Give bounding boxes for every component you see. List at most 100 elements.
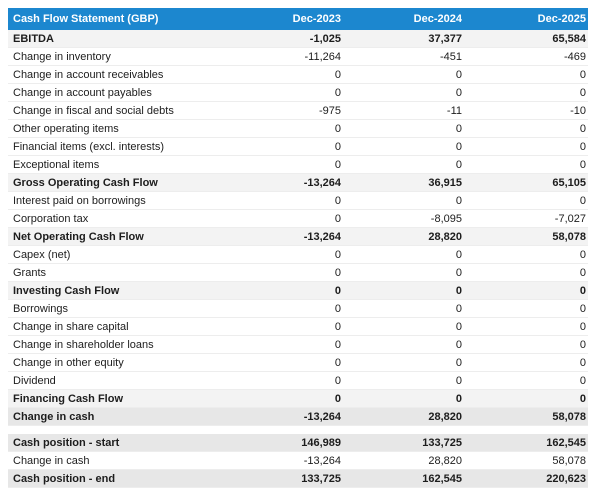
row-label: Net Operating Cash Flow <box>8 227 222 246</box>
cell-value: 0 <box>464 137 588 156</box>
cell-value: 0 <box>343 137 464 156</box>
table-row: Change in share capital 0 0 0 <box>8 317 588 336</box>
row-label: Other operating items <box>8 119 222 138</box>
table-body: EBITDA -1,025 37,377 65,584 Change in invent… <box>8 30 588 488</box>
table-row: Interest paid on borrowings 0 0 0 <box>8 191 588 210</box>
row-label: Change in share capital <box>8 317 222 336</box>
row-label: Corporation tax <box>8 209 222 228</box>
table-row: Change in fiscal and social debts -975 -11… <box>8 101 588 120</box>
cell-value: 28,820 <box>343 227 464 246</box>
cell-value: 0 <box>464 65 588 84</box>
cell-value: 37,377 <box>343 30 464 48</box>
table-row: Exceptional items 0 0 0 <box>8 155 588 174</box>
row-label: Change in other equity <box>8 353 222 372</box>
cell-value: 162,545 <box>343 469 464 488</box>
cell-value: -975 <box>222 101 343 120</box>
cell-value: 0 <box>222 155 343 174</box>
row-label: Borrowings <box>8 299 222 318</box>
row-label: Capex (net) <box>8 245 222 264</box>
table-row: Borrowings 0 0 0 <box>8 299 588 318</box>
cell-value: 220,623 <box>464 469 588 488</box>
cell-value: 0 <box>222 83 343 102</box>
table-row: Investing Cash Flow 0 0 0 <box>8 281 588 300</box>
table-row: Change in other equity 0 0 0 <box>8 353 588 372</box>
cell-value: 0 <box>222 335 343 354</box>
row-label: Interest paid on borrowings <box>8 191 222 210</box>
cell-value: 0 <box>343 245 464 264</box>
row-label: Financing Cash Flow <box>8 389 222 408</box>
cell-value: 58,078 <box>464 451 588 470</box>
cell-value: 0 <box>464 335 588 354</box>
row-label: Gross Operating Cash Flow <box>8 173 222 192</box>
row-label: Change in cash <box>8 407 222 426</box>
cell-value: 146,989 <box>222 434 343 452</box>
row-label: Change in inventory <box>8 47 222 66</box>
cell-value: 0 <box>343 191 464 210</box>
section-separator <box>8 425 588 434</box>
cell-value: 58,078 <box>464 227 588 246</box>
table-title: Cash Flow Statement (GBP) <box>8 8 222 30</box>
cell-value: 0 <box>343 83 464 102</box>
cell-value: 0 <box>343 317 464 336</box>
cell-value: 0 <box>222 245 343 264</box>
cell-value: 0 <box>464 155 588 174</box>
cell-value: 36,915 <box>343 173 464 192</box>
cell-value: 0 <box>343 371 464 390</box>
table-row: Financing Cash Flow 0 0 0 <box>8 389 588 408</box>
cell-value: -1,025 <box>222 30 343 48</box>
cell-value: 0 <box>222 389 343 408</box>
cell-value: 28,820 <box>343 451 464 470</box>
cell-value: 28,820 <box>343 407 464 426</box>
table-row: Change in cash -13,264 28,820 58,078 <box>8 407 588 426</box>
cell-value: 65,584 <box>464 30 588 48</box>
row-label: Investing Cash Flow <box>8 281 222 300</box>
cell-value: 0 <box>222 317 343 336</box>
table-row: Net Operating Cash Flow -13,264 28,820 58,0… <box>8 227 588 246</box>
cell-value: -8,095 <box>343 209 464 228</box>
cell-value: 0 <box>464 299 588 318</box>
cell-value: 0 <box>464 317 588 336</box>
table-row: Financial items (excl. interests) 0 0 0 <box>8 137 588 156</box>
cell-value: 0 <box>343 65 464 84</box>
cell-value: 133,725 <box>343 434 464 452</box>
cell-value: 0 <box>222 137 343 156</box>
row-label: Change in shareholder loans <box>8 335 222 354</box>
cell-value: 0 <box>343 263 464 282</box>
separator-cell <box>8 425 588 434</box>
cell-value: 0 <box>222 353 343 372</box>
column-header-dec-2025: Dec-2025 <box>464 8 588 30</box>
cell-value: 0 <box>222 299 343 318</box>
cell-value: -10 <box>464 101 588 120</box>
cell-value: 0 <box>222 65 343 84</box>
cell-value: 0 <box>343 353 464 372</box>
cell-value: 0 <box>464 371 588 390</box>
table-row: Capex (net) 0 0 0 <box>8 245 588 264</box>
table-row: Change in account payables 0 0 0 <box>8 83 588 102</box>
table-row: Grants 0 0 0 <box>8 263 588 282</box>
cell-value: 0 <box>464 389 588 408</box>
table-row: Gross Operating Cash Flow -13,264 36,915 65… <box>8 173 588 192</box>
cell-value: 0 <box>222 119 343 138</box>
row-label: Dividend <box>8 371 222 390</box>
row-label: Change in fiscal and social debts <box>8 101 222 120</box>
cell-value: 0 <box>343 155 464 174</box>
cell-value: 0 <box>343 299 464 318</box>
row-label: Grants <box>8 263 222 282</box>
cell-value: -13,264 <box>222 173 343 192</box>
cell-value: 0 <box>343 281 464 300</box>
cell-value: 0 <box>222 209 343 228</box>
cell-value: -13,264 <box>222 451 343 470</box>
table-row: Dividend 0 0 0 <box>8 371 588 390</box>
cell-value: 0 <box>222 281 343 300</box>
column-header-dec-2024: Dec-2024 <box>343 8 464 30</box>
cell-value: 0 <box>464 263 588 282</box>
cell-value: -13,264 <box>222 407 343 426</box>
table-row: Change in account receivables 0 0 0 <box>8 65 588 84</box>
cell-value: 0 <box>464 281 588 300</box>
cash-flow-table: Cash Flow Statement (GBP) Dec-2023 Dec-2… <box>8 8 588 488</box>
row-label: Cash position - start <box>8 434 222 452</box>
cell-value: 0 <box>343 335 464 354</box>
row-label: EBITDA <box>8 30 222 48</box>
cell-value: -11,264 <box>222 47 343 66</box>
cell-value: -11 <box>343 101 464 120</box>
